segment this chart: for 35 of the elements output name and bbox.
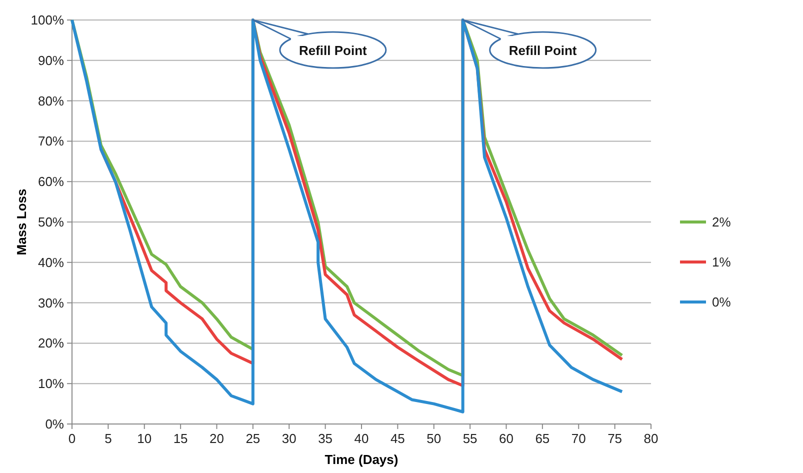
legend-label: 0%: [712, 294, 732, 310]
x-tick-label: 65: [535, 431, 550, 446]
y-tick-label: 40%: [38, 254, 64, 270]
x-tick-label: 40: [354, 431, 369, 446]
legend-label: 2%: [712, 214, 732, 230]
x-axis-title: Time (Days): [324, 452, 398, 467]
y-tick-label: 0%: [45, 416, 64, 432]
x-tick-label: 75: [608, 431, 622, 446]
x-tick-label: 30: [282, 431, 296, 446]
x-tick-label: 20: [210, 431, 224, 446]
y-tick-label: 80%: [38, 93, 64, 108]
x-tick-label: 35: [318, 431, 333, 446]
x-tick-label: 25: [246, 431, 260, 446]
x-tick-label: 50: [426, 431, 442, 446]
y-tick-label: 100%: [30, 12, 64, 28]
y-tick-label: 10%: [38, 376, 64, 392]
x-tick-label: 80: [644, 431, 658, 446]
annotation: Refill Point: [508, 43, 578, 58]
x-tick-label: 55: [462, 431, 478, 446]
x-tick-label: 45: [390, 431, 405, 446]
x-tick-label: 15: [173, 431, 188, 446]
annotation: Refill Point: [298, 43, 368, 58]
x-tick-label: 5: [104, 431, 112, 446]
x-tick-label: 0: [68, 431, 76, 446]
x-tick-label: 70: [571, 431, 586, 446]
y-axis-title: Mass Loss: [14, 188, 29, 256]
y-tick-label: 30%: [38, 295, 64, 310]
y-tick-label: 90%: [38, 52, 64, 68]
legend-label: 1%: [712, 254, 732, 270]
y-tick-label: 20%: [38, 336, 64, 351]
x-tick-label: 60: [499, 431, 514, 446]
y-tick-label: 70%: [38, 134, 64, 149]
x-tick-label: 10: [137, 431, 152, 446]
y-tick-label: 60%: [38, 174, 64, 190]
y-tick-label: 50%: [38, 214, 64, 230]
